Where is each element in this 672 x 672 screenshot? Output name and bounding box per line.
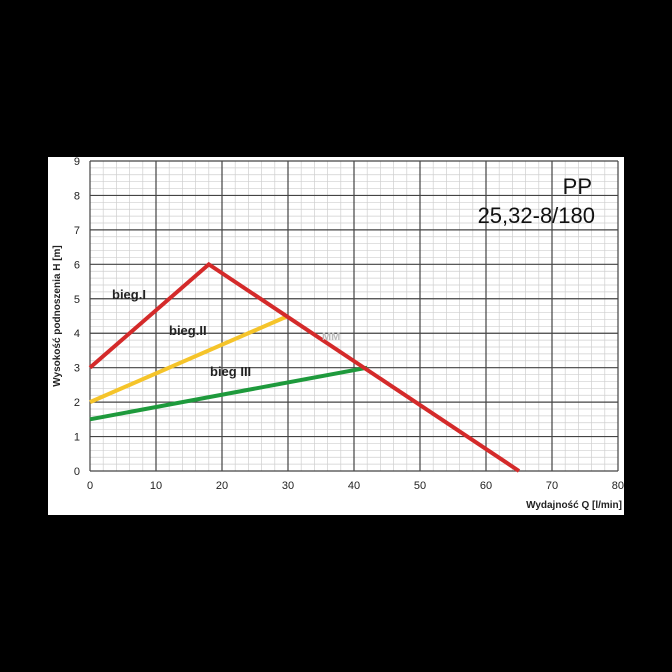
x-axis-title: Wydajność Q [l/min] xyxy=(526,500,622,511)
y-tick-labels: 0 1 2 3 4 5 6 7 8 9 xyxy=(74,157,80,478)
y-tick-label: 8 xyxy=(74,190,80,202)
y-tick-label: 3 xyxy=(74,363,80,375)
x-tick-label: 40 xyxy=(348,480,360,492)
series-line-bieg-ii xyxy=(89,314,289,404)
x-tick-label: 70 xyxy=(546,480,558,492)
y-tick-label: 6 xyxy=(74,259,80,271)
series-line-bieg-i xyxy=(88,261,521,473)
model-name: PP xyxy=(563,174,592,199)
y-tick-label: 2 xyxy=(74,397,80,409)
x-tick-label: 10 xyxy=(150,480,162,492)
x-tick-label: 80 xyxy=(612,480,624,492)
x-tick-label: 50 xyxy=(414,480,426,492)
y-axis-title: Wysokość podnoszenia H [m] xyxy=(52,245,63,387)
x-tick-label: 20 xyxy=(216,480,228,492)
y-tick-label: 0 xyxy=(74,466,80,478)
x-tick-label: 0 xyxy=(87,480,93,492)
model-number: 25,32-8/180 xyxy=(478,203,595,228)
series-label-bieg-3: bieg III xyxy=(210,364,251,379)
x-tick-labels: 0 10 20 30 40 50 60 70 80 xyxy=(87,480,624,492)
pump-curve-chart: 0 10 20 30 40 50 60 70 80 0 1 2 3 4 5 6 7 8 9 Wysokość po… xyxy=(52,157,624,511)
x-tick-label: 60 xyxy=(480,480,492,492)
series-line-bieg-iii xyxy=(89,365,368,422)
series-label-bieg-2: bieg.II xyxy=(169,323,207,338)
y-tick-label: 5 xyxy=(74,294,80,306)
y-tick-label: 4 xyxy=(74,328,80,340)
x-tick-label: 30 xyxy=(282,480,294,492)
series-layer xyxy=(88,261,521,473)
chart-panel: 0 10 20 30 40 50 60 70 80 0 1 2 3 4 5 6 7 8 9 Wysokość po… xyxy=(48,157,624,515)
watermark-text: MM xyxy=(322,331,340,343)
y-tick-label: 1 xyxy=(74,432,80,444)
y-tick-label: 9 xyxy=(74,157,80,168)
series-label-bieg-1: bieg.I xyxy=(112,287,146,302)
y-tick-label: 7 xyxy=(74,225,80,237)
